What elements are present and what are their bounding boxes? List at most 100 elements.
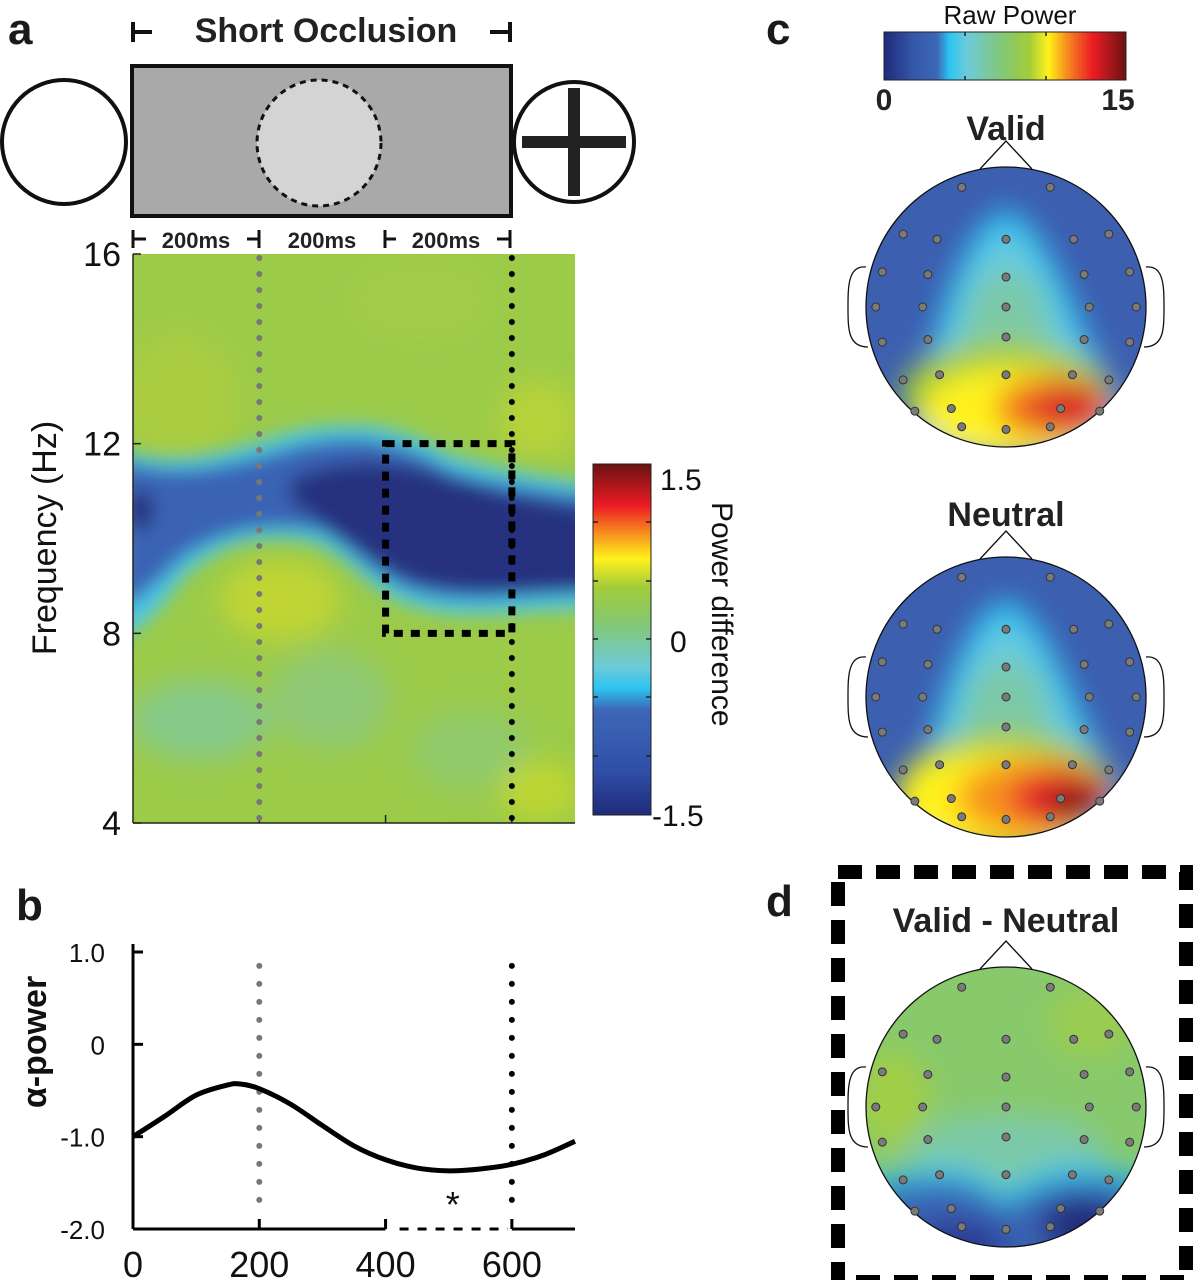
electrode-dot — [1079, 269, 1089, 279]
electrode-dot — [1001, 1034, 1011, 1044]
electrode-dot — [957, 812, 967, 822]
segment-label-1: 200ms — [162, 228, 231, 253]
left-ear-icon — [847, 266, 869, 348]
electrode-dot — [910, 406, 920, 416]
electrode-dot — [932, 624, 942, 634]
right-ear-icon — [1143, 266, 1165, 348]
electrode-dot — [1095, 406, 1105, 416]
electrode-dot — [957, 422, 967, 432]
electrode-dot — [1001, 424, 1011, 434]
alpha-power-line — [131, 1081, 577, 1174]
electrode-dot — [957, 982, 967, 992]
colorbar-label: Power difference — [705, 502, 738, 727]
electrode-dot — [1079, 1135, 1089, 1145]
electrode-dot — [1095, 796, 1105, 806]
electrode-dot — [1001, 370, 1011, 380]
electrode-dot — [877, 337, 887, 347]
electrode-dot — [923, 335, 933, 345]
raw-power-colorbar — [883, 31, 1127, 81]
electrode-dot — [1001, 1224, 1011, 1234]
electrode-dot — [1104, 765, 1114, 775]
electrode-dot — [1001, 1102, 1011, 1112]
panel-letter-d: d — [766, 877, 793, 926]
left-ear-icon — [847, 656, 869, 738]
electrode-dot — [877, 1137, 887, 1147]
alpha-y-tick-label: -2.0 — [60, 1215, 105, 1245]
electrode-dot — [1067, 1170, 1077, 1180]
tf-y-label: Frequency (Hz) — [26, 421, 64, 655]
alpha-x-tick-label: 200 — [229, 1244, 289, 1280]
ball-left — [0, 78, 128, 206]
highlight-dashed-frame — [831, 865, 1193, 1280]
alpha-y-tick-label: 1.0 — [69, 938, 105, 968]
alpha-x-tick-label: 600 — [482, 1244, 542, 1280]
nose-icon — [979, 940, 1033, 970]
electrode-dot — [1056, 1204, 1066, 1214]
head-outline — [865, 556, 1147, 838]
electrode-dot — [898, 1029, 908, 1039]
electrode-dot — [932, 234, 942, 244]
electrode-dot — [1001, 760, 1011, 770]
electrode-dot — [1045, 982, 1055, 992]
topomap-valid-title: Valid — [966, 110, 1045, 148]
electrode-dot — [910, 1206, 920, 1216]
electrode-dot — [1001, 722, 1011, 732]
electrode-dot — [923, 659, 933, 669]
topomap-valid — [847, 140, 1165, 448]
alpha-y-tick-label: -1.0 — [60, 1123, 105, 1153]
electrode-dot — [1125, 1067, 1135, 1077]
electrode-dot — [1069, 234, 1079, 244]
electrode-dot — [1067, 370, 1077, 380]
electrode-dot — [1001, 1170, 1011, 1180]
electrode-dot — [877, 1067, 887, 1077]
electrode-dot — [918, 302, 928, 312]
electrode-dot — [935, 370, 945, 380]
electrode-dot — [1056, 794, 1066, 804]
hidden-ball — [255, 78, 383, 208]
electrode-dot — [1056, 404, 1066, 414]
electrode-dot — [898, 619, 908, 629]
electrode-dot — [1104, 1175, 1114, 1185]
electrode-dot — [1001, 272, 1011, 282]
colorbar-min-label: -1.5 — [652, 800, 704, 833]
tf-heatmap — [133, 254, 575, 823]
electrode-dot — [1084, 1102, 1094, 1112]
electrode-dot — [1131, 692, 1141, 702]
electrode-dot — [1104, 619, 1114, 629]
electrode-dot — [1067, 760, 1077, 770]
electrode-dot — [1084, 692, 1094, 702]
tf-y-tick-label: 16 — [83, 236, 121, 274]
electrode-dot — [1001, 662, 1011, 672]
electrode-dot — [946, 1204, 956, 1214]
segment-brackets — [131, 230, 512, 248]
electrode-dot — [1001, 1072, 1011, 1082]
tf-y-tick-label: 12 — [83, 426, 121, 464]
electrode-dot — [1079, 1069, 1089, 1079]
electrode-dot — [957, 182, 967, 192]
electrode-dot — [1125, 337, 1135, 347]
electrode-dot — [1001, 692, 1011, 702]
roi-box — [382, 440, 516, 637]
electrode-dot — [910, 796, 920, 806]
head-outline — [865, 166, 1147, 448]
right-ear-icon — [1143, 1066, 1165, 1148]
raw-power-colorbar-ticks — [964, 32, 1047, 80]
electrode-dot — [877, 727, 887, 737]
electrode-dot — [1001, 814, 1011, 824]
segment-label-2: 200ms — [288, 228, 357, 253]
panel-letter-b: b — [16, 881, 43, 930]
electrode-dot — [946, 404, 956, 414]
topomap-difference-title: Valid - Neutral — [893, 902, 1120, 940]
raw-power-max: 15 — [1101, 84, 1134, 117]
alpha-y-tick-label: 0 — [91, 1030, 105, 1060]
electrode-dot — [1045, 1222, 1055, 1232]
electrode-dot — [932, 1034, 942, 1044]
electrode-dot — [1131, 1102, 1141, 1112]
electrode-dot — [1001, 332, 1011, 342]
electrode-dot — [1045, 182, 1055, 192]
electrode-dot — [1001, 234, 1011, 244]
tf-y-tick-label: 8 — [102, 615, 121, 653]
electrode-dot — [1104, 229, 1114, 239]
colorbar-zero-label: 0 — [670, 626, 687, 659]
